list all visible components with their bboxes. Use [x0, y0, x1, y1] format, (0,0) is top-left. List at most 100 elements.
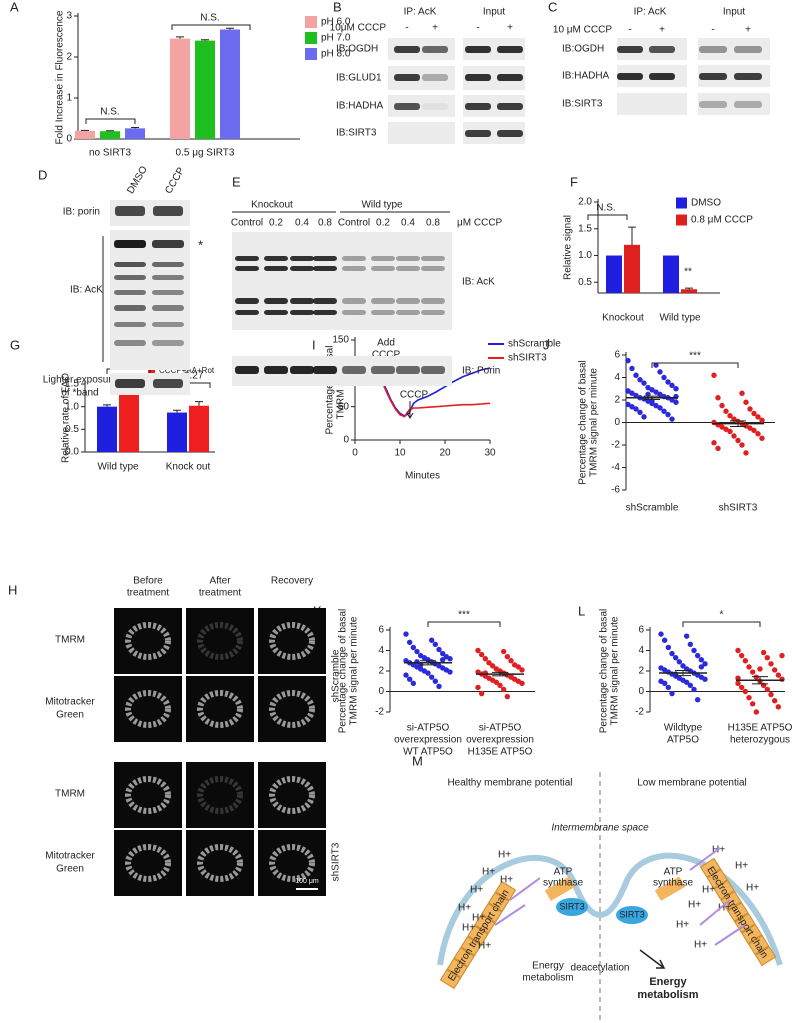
data-point	[753, 709, 760, 715]
x-tick-label: WT ATP5O	[403, 747, 453, 758]
y-tick-label: 2	[614, 395, 620, 406]
band	[617, 46, 643, 53]
blot	[388, 95, 455, 117]
cell	[269, 844, 315, 882]
y-tick-label: 2	[66, 52, 72, 63]
y-tick-label: 0.5	[65, 424, 79, 435]
legend-label: pH 6.0	[321, 17, 351, 28]
cell	[125, 776, 171, 814]
blot-header: Input	[483, 7, 505, 18]
data-point	[760, 649, 767, 656]
y-tick-label: 4	[614, 372, 620, 383]
data-point	[515, 664, 522, 670]
y-tick-label: 2	[378, 666, 384, 677]
data-point	[738, 684, 745, 691]
bar	[663, 255, 679, 293]
complex	[453, 947, 475, 968]
y-axis-label: TMRM signal per minute	[349, 616, 360, 725]
data-point	[447, 656, 453, 662]
bar	[75, 130, 95, 139]
bar	[100, 131, 120, 139]
sem-bar	[644, 395, 660, 400]
data-point	[629, 404, 635, 410]
proton: H+	[735, 861, 748, 872]
atp-label: synthase	[543, 878, 583, 889]
row-label: TMRM	[55, 635, 85, 646]
x-tick-label: H135E ATP5O	[468, 747, 533, 758]
data-point	[749, 669, 756, 675]
x-tick-label: Wild type	[97, 462, 139, 473]
complex	[741, 924, 763, 945]
lane-label: DMSO	[125, 164, 150, 196]
data-point	[428, 674, 435, 680]
data-point	[779, 652, 785, 659]
error-bar	[195, 401, 203, 406]
band	[421, 366, 445, 374]
complex	[699, 857, 722, 878]
y-tick-label: -2	[611, 440, 620, 451]
data-point	[439, 657, 446, 663]
data-point	[482, 656, 489, 662]
band	[264, 366, 288, 374]
annotation: N.S.	[200, 13, 219, 24]
complex	[748, 935, 770, 956]
data-point	[497, 682, 503, 689]
band	[422, 74, 448, 81]
data-point	[731, 433, 737, 439]
y-tick-label: -2	[635, 707, 644, 718]
y-tick-label: 150	[332, 335, 349, 346]
error-bar	[201, 39, 209, 41]
proton: H+	[688, 900, 701, 911]
data-point	[493, 679, 500, 685]
band	[114, 322, 146, 327]
column-header: After	[209, 576, 231, 587]
legend-swatch	[305, 16, 317, 28]
data-point	[727, 428, 733, 435]
data-point	[757, 666, 763, 672]
proton: H+	[470, 885, 483, 896]
bar	[189, 405, 209, 452]
blot-header: Input	[723, 7, 745, 18]
band	[465, 130, 491, 137]
y-axis-label: Relative signal	[563, 215, 574, 280]
cell	[125, 844, 171, 882]
data-point	[683, 679, 690, 685]
data-point	[691, 686, 697, 693]
band	[396, 310, 420, 315]
data-point	[625, 357, 631, 364]
y-tick-label: 1.5	[578, 223, 592, 234]
proton-arrow	[494, 904, 526, 926]
bar	[97, 406, 117, 452]
proton: H+	[718, 903, 731, 914]
blot	[110, 230, 190, 370]
blot-header: IP: AcK	[404, 7, 437, 18]
data-point	[755, 414, 761, 420]
proton: H+	[482, 867, 495, 878]
outcome-label: Energy	[649, 976, 687, 988]
micrograph	[114, 676, 182, 742]
legend-swatch	[676, 197, 687, 209]
x-tick-label: 0	[352, 448, 358, 459]
band	[264, 310, 288, 315]
x-tick-label: 20	[439, 448, 451, 459]
proton-arrow	[699, 899, 731, 926]
treatment-label: 10μM CCCP	[330, 23, 387, 34]
y-tick-label: 0.0	[65, 447, 79, 458]
row-label: IB:HADHA	[336, 101, 384, 112]
data-point	[735, 437, 741, 444]
data-point	[665, 644, 672, 651]
data-point	[768, 691, 774, 698]
legend-swatch	[305, 48, 317, 60]
data-point	[683, 633, 690, 639]
data-point	[747, 425, 753, 431]
bar	[167, 412, 187, 452]
y-tick-label: 0	[378, 686, 384, 697]
complex	[754, 946, 777, 967]
data-point	[673, 386, 679, 392]
complex	[494, 880, 517, 901]
band	[734, 46, 762, 53]
row-label: IB: porin	[63, 207, 100, 218]
lane-label: 0.4	[295, 218, 309, 229]
band	[649, 46, 675, 53]
data-point	[645, 384, 651, 391]
